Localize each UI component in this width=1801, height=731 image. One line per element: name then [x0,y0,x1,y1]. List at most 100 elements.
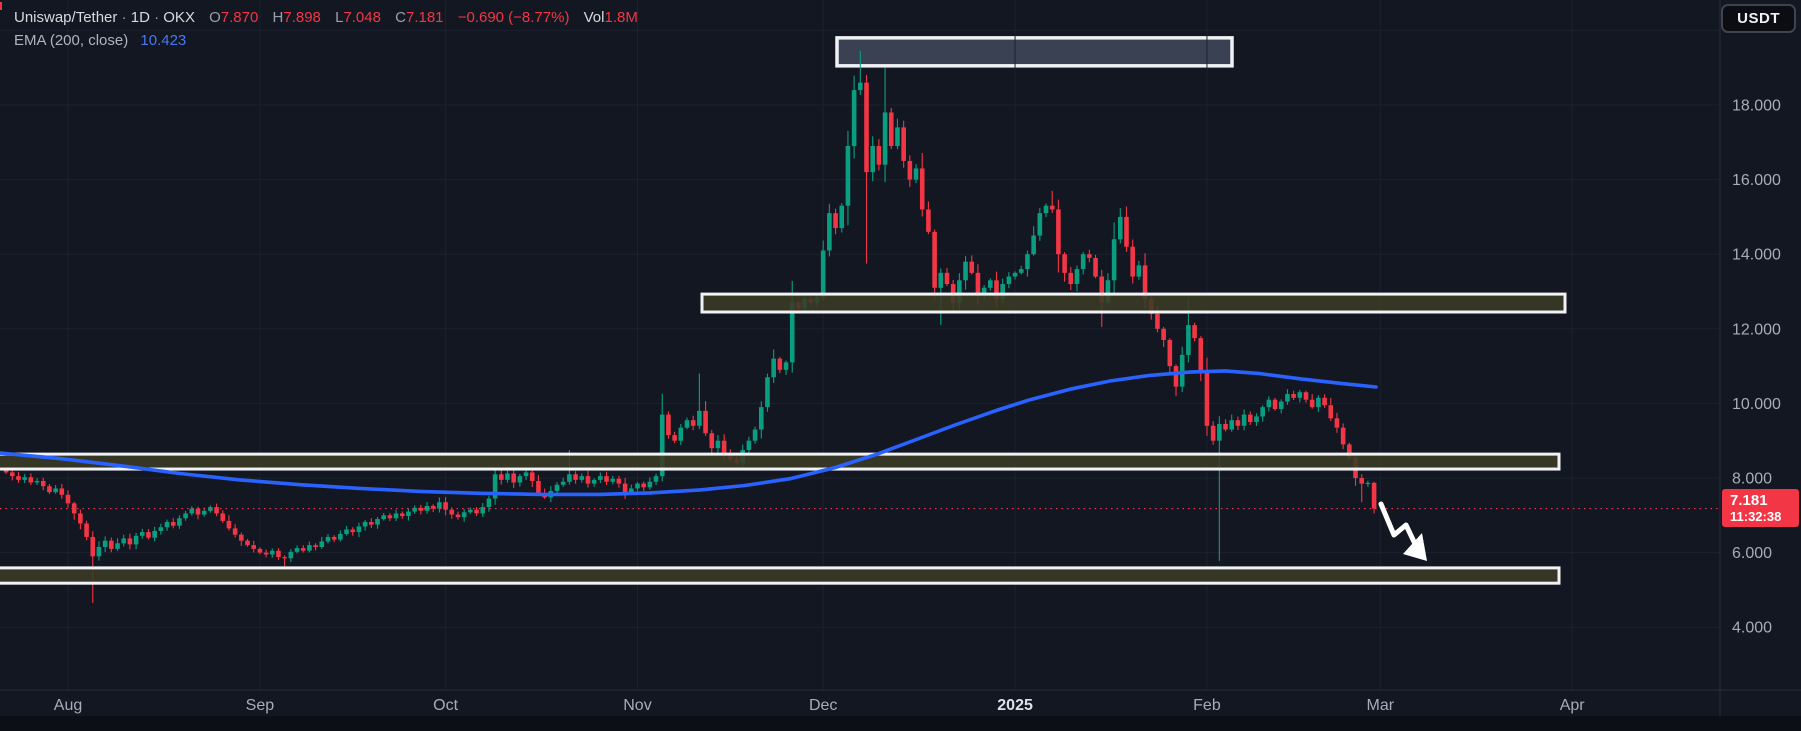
candle-body [1272,399,1278,409]
candle-body [313,545,318,548]
resistance-zone-top[interactable] [835,36,1234,68]
candle-body [517,476,523,483]
arrow-annotation[interactable] [1378,501,1427,561]
candle-body [232,528,238,535]
candle-body [1278,401,1284,409]
candle-body [616,478,622,484]
candle-body [226,520,232,529]
support-zone-8.4[interactable] [0,452,1561,471]
month-label-aug: Aug [54,697,82,714]
candle-body [443,502,448,510]
candle-body [833,213,838,229]
indicator-legend[interactable]: EMA (200, close) 10.423 [14,30,186,52]
candle-body [1179,354,1185,387]
candle-body [1192,325,1197,339]
candle-body [1080,254,1086,270]
candle-body [1025,254,1030,270]
candle-body [1173,366,1179,387]
candle-body [560,481,566,485]
candle-body [684,420,690,428]
candle-body [690,420,696,426]
candle-wick [1218,416,1220,561]
month-label-mar: Mar [1366,697,1394,714]
candle-body [554,484,560,492]
candle-body [771,358,776,378]
candle-body [1018,269,1024,273]
candle-body [969,261,975,273]
candle-body [536,480,541,493]
candle-body [139,532,145,536]
candle-body [895,127,900,147]
candle-body [585,476,591,484]
candle-body [177,518,182,526]
symbol-legend[interactable]: Uniswap/Tether · 1D · OKX O7.870 H7.898 … [14,7,638,29]
price-tick-label: 14.000 [1732,247,1781,264]
price-axis-labels[interactable]: 18.000 16.000 14.000 12.000 10.000 8.000 6.000… [1732,98,1781,637]
candle-body [1155,313,1160,329]
candle-body [47,486,52,493]
candle-body [851,90,857,147]
candle-body [90,536,96,557]
candle-body [1043,205,1049,214]
candle-body [381,515,386,520]
candle-body [499,474,504,480]
support-zone-5.4[interactable] [0,566,1561,585]
candle-body [152,530,157,538]
price-tick-label: 6.000 [1732,545,1772,562]
candle-body [183,513,188,519]
candle-body [1111,239,1117,281]
candle-body [988,280,993,288]
candle-body [65,494,71,504]
zones-above[interactable] [0,292,1567,585]
candle-body [1322,397,1327,406]
zones-below[interactable] [835,36,1234,68]
candle-body [697,410,702,426]
supply-zone-12.5[interactable] [700,292,1567,314]
candle-body [1235,420,1241,426]
candle-body [1118,216,1123,240]
ema-line[interactable] [0,369,1378,497]
candlestick-series[interactable] [3,50,1377,603]
candle-body [864,82,869,173]
symbol-name[interactable]: Uniswap/Tether [14,9,118,26]
candle-body [1247,414,1253,423]
currency-toggle-button[interactable]: USDT [1721,4,1796,33]
candle-wick [284,555,286,567]
candle-body [461,512,467,518]
candle-body [121,538,127,544]
candle-body [622,483,628,493]
candle-body [1347,444,1352,458]
candle-body [709,433,715,449]
bottom-strip [0,716,1801,731]
candle-body [845,146,851,206]
candle-body [338,533,343,540]
candle-body [907,160,913,180]
candle-body [1099,276,1105,303]
ohlc-low: L7.048 [335,9,381,26]
candle-body [300,548,306,551]
candle-body [257,548,263,553]
candle-body [375,519,380,525]
indicator-name[interactable]: EMA (200, close) [14,32,129,49]
candle-body [1229,420,1235,430]
candle-body [1217,423,1222,441]
candle-body [201,510,207,515]
candle-body [882,112,888,165]
candle-body [418,507,424,511]
candle-body [239,534,244,541]
candle-body [604,476,609,482]
candle-body [666,414,671,436]
candle-body [294,548,300,552]
candle-body [214,507,219,514]
candle-body [777,358,783,370]
timeframe-label[interactable]: 1D [130,9,150,26]
price-tick-label: 18.000 [1732,98,1781,115]
time-axis-labels[interactable]: Aug Sep Oct Nov Dec 2025 Feb Mar Apr [54,697,1586,714]
price-tick-label: 8.000 [1732,471,1772,488]
candle-body [9,472,15,477]
candle-wick [859,50,861,95]
candle-body [839,205,845,229]
candle-body [1062,254,1067,273]
candle-body [307,545,312,551]
